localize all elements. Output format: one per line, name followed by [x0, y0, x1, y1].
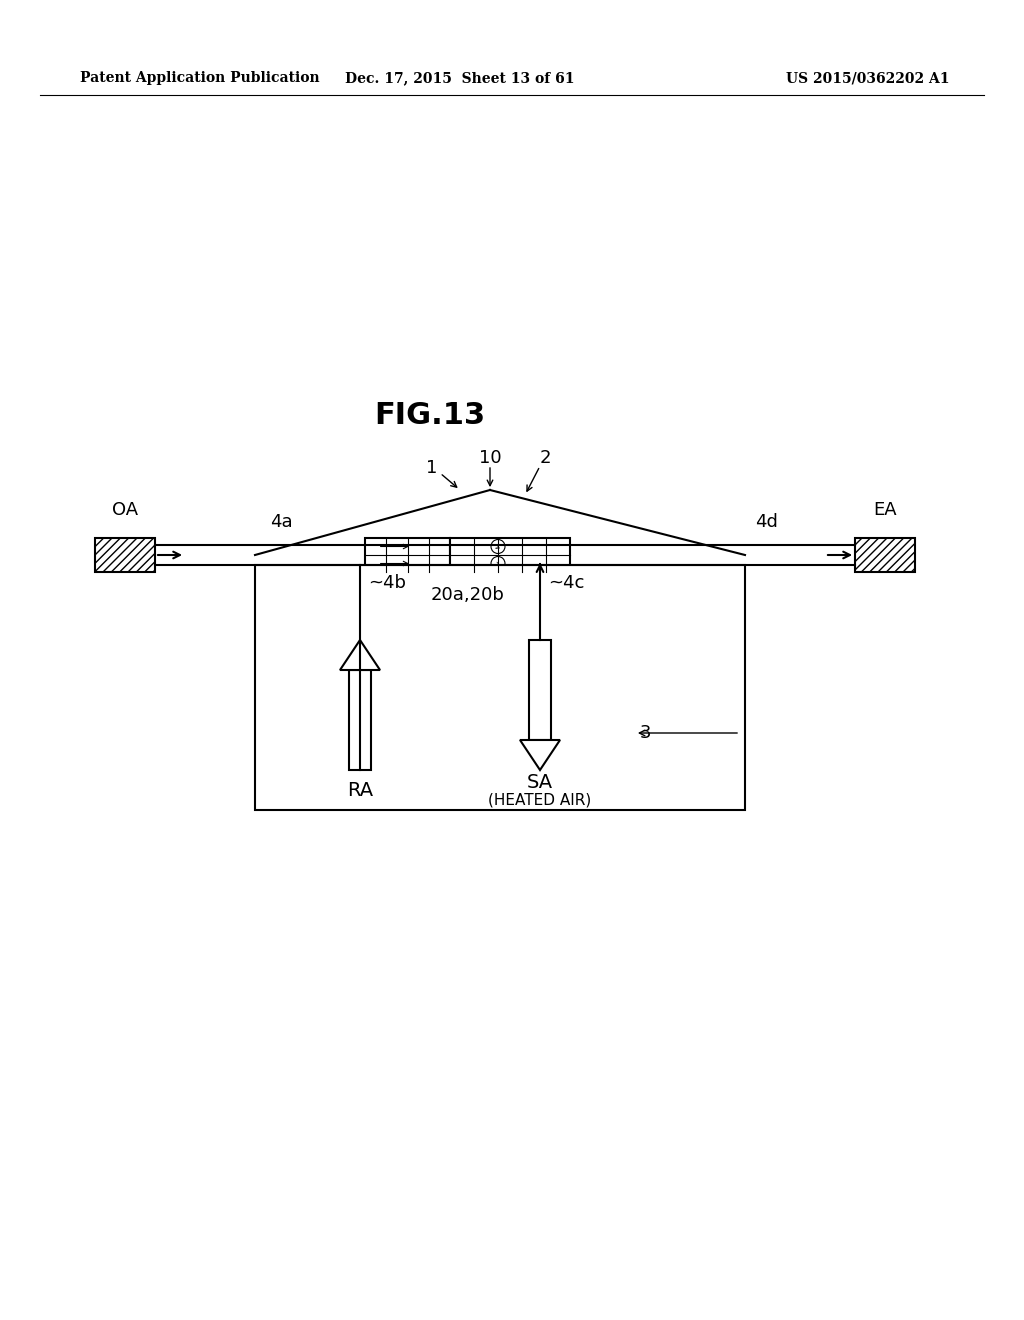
- Text: 3: 3: [640, 723, 651, 742]
- Text: RA: RA: [347, 780, 373, 800]
- Text: EA: EA: [873, 502, 897, 519]
- Polygon shape: [340, 640, 380, 671]
- Bar: [349, 671, 371, 770]
- Text: 10: 10: [478, 449, 502, 467]
- Bar: [95, 539, 155, 572]
- Text: 4a: 4a: [270, 513, 293, 531]
- Text: 1: 1: [426, 459, 437, 477]
- Text: 2: 2: [540, 449, 551, 467]
- Text: 20a,20b: 20a,20b: [430, 586, 505, 605]
- Bar: [255, 565, 745, 810]
- Text: FIG.13: FIG.13: [375, 400, 485, 429]
- Text: SA: SA: [527, 774, 553, 792]
- Text: Patent Application Publication: Patent Application Publication: [80, 71, 319, 84]
- Text: 4d: 4d: [755, 513, 778, 531]
- Text: ~4b: ~4b: [368, 574, 406, 591]
- Bar: [855, 539, 915, 572]
- Text: (HEATED AIR): (HEATED AIR): [488, 792, 592, 808]
- Text: OA: OA: [112, 502, 138, 519]
- Text: ~4c: ~4c: [548, 574, 585, 591]
- Text: Dec. 17, 2015  Sheet 13 of 61: Dec. 17, 2015 Sheet 13 of 61: [345, 71, 574, 84]
- Bar: [450, 539, 570, 572]
- Bar: [529, 640, 551, 741]
- Bar: [365, 539, 450, 572]
- Text: US 2015/0362202 A1: US 2015/0362202 A1: [786, 71, 950, 84]
- Polygon shape: [520, 741, 560, 770]
- Bar: [95, 539, 155, 572]
- Bar: [855, 539, 915, 572]
